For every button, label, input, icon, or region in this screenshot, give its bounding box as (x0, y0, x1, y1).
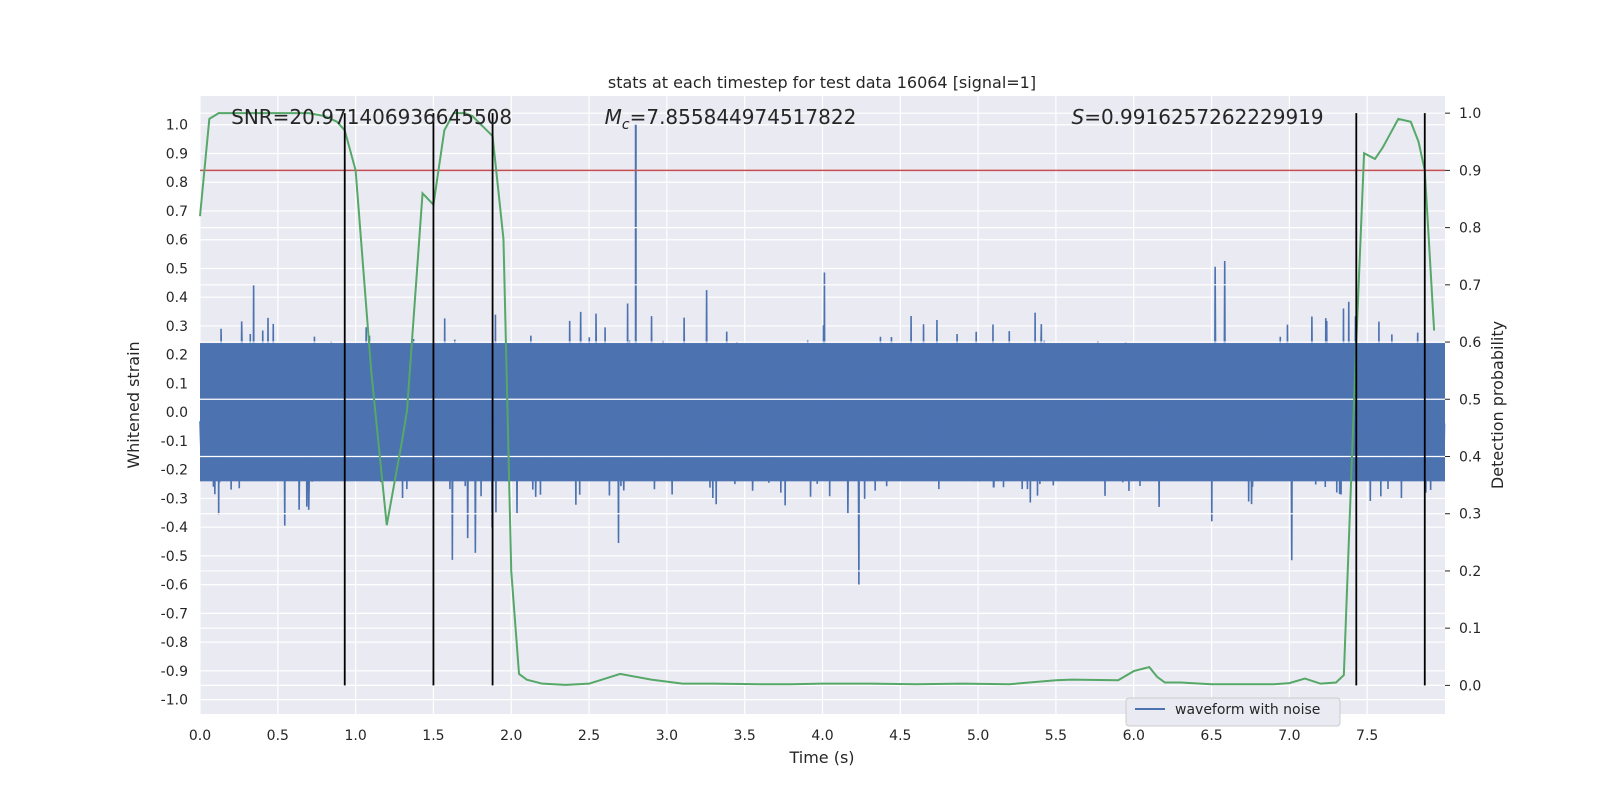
annotations: SNR=20.971406936645508 Mc=7.855844974517… (231, 105, 1324, 133)
x-tick-label: 5.0 (967, 728, 989, 744)
x-tick-label: 6.0 (1123, 728, 1145, 744)
y-tick-label-right: 0.2 (1459, 564, 1481, 580)
x-tick-label: 4.5 (889, 728, 911, 744)
annotation-score: S=0.9916257262229919 (1072, 105, 1324, 129)
y-tick-label-left: -0.1 (161, 434, 188, 450)
x-tick-label: 1.5 (422, 728, 444, 744)
y-tick-label-left: 0.9 (166, 146, 188, 162)
y-tick-label-left: 0.3 (166, 319, 188, 335)
y-tick-label-right: 0.0 (1459, 678, 1481, 694)
y-tick-label-right: 1.0 (1459, 106, 1481, 122)
y-tick-label-left: 0.6 (166, 233, 188, 249)
x-tick-label: 5.5 (1045, 728, 1067, 744)
y-tick-label-left: -0.5 (161, 549, 188, 565)
x-tick-label: 7.5 (1356, 728, 1378, 744)
x-axis-label: Time (s) (788, 748, 854, 767)
legend: waveform with noise (1125, 697, 1341, 727)
y-tick-label-right: 0.6 (1459, 335, 1481, 351)
y-tick-label-left: 0.4 (166, 290, 188, 306)
y-axis-label-right: Detection probability (1488, 321, 1507, 489)
y-tick-label-right: 0.3 (1459, 507, 1481, 523)
waveform-line (199, 261, 1446, 585)
x-tick-label: 3.0 (656, 728, 678, 744)
y-tick-label-left: 0.7 (166, 204, 188, 220)
y-tick-label-right: 0.7 (1459, 278, 1481, 294)
x-tick-label: 6.5 (1200, 728, 1222, 744)
y-tick-label-left: -0.7 (161, 606, 188, 622)
y-tick-label-right: 0.9 (1459, 163, 1481, 179)
y-tick-label-right: 0.1 (1459, 621, 1481, 637)
y-tick-label-right: 0.8 (1459, 221, 1481, 237)
y-tick-label-left: 0.5 (166, 261, 188, 277)
y-axis-label-left: Whitened strain (124, 341, 143, 468)
chart-title: stats at each timestep for test data 160… (608, 73, 1036, 92)
y-tick-label-left: -0.3 (161, 491, 188, 507)
annotation-chirp-mass-symbol: M (605, 105, 622, 129)
annotation-chirp-mass: Mc=7.855844974517822 (605, 105, 857, 133)
vertical-markers (343, 113, 1426, 686)
y-tick-label-left: -0.2 (161, 463, 188, 479)
detection-probability-line (199, 112, 1436, 686)
x-tick-label: 7.0 (1278, 728, 1300, 744)
x-tick-label: 1.0 (344, 728, 366, 744)
legend-box (1125, 697, 1341, 727)
x-tick-label: 0.5 (267, 728, 289, 744)
y-tick-label-left: 0.2 (166, 348, 188, 364)
annotation-snr: SNR=20.971406936645508 (231, 105, 512, 129)
y-tick-label-right: 0.4 (1459, 450, 1481, 466)
annotation-score-value: =0.9916257262229919 (1084, 105, 1323, 129)
y-tick-label-left: -0.8 (161, 635, 188, 651)
x-tick-label: 4.0 (811, 728, 833, 744)
legend-label-waveform-with-noise: waveform with noise (1175, 702, 1320, 718)
y-tick-label-left: -0.6 (161, 578, 188, 594)
y-tick-label-right: 0.5 (1459, 392, 1481, 408)
series-detection-probability (199, 112, 1436, 686)
x-tick-label: 2.5 (578, 728, 600, 744)
x-tick-label: 0.0 (189, 728, 211, 744)
x-tick-label: 2.0 (500, 728, 522, 744)
annotation-chirp-mass-value: =7.855844974517822 (630, 105, 857, 129)
y-tick-label-left: -0.9 (161, 664, 188, 680)
x-tick-label: 3.5 (734, 728, 756, 744)
y-tick-label-left: 1.0 (166, 118, 188, 134)
y-tick-label-left: 0.1 (166, 376, 188, 392)
y-tick-label-left: -0.4 (161, 520, 188, 536)
y-tick-label-left: 0.0 (166, 405, 188, 421)
annotation-chirp-mass-subscript: c (622, 117, 630, 133)
annotation-score-symbol: S (1072, 105, 1085, 129)
y-tick-label-left: -1.0 (161, 693, 188, 709)
y-tick-label-left: 0.8 (166, 175, 188, 191)
tick-labels: 0.0 0.5 1.0 1.5 2.0 2.5 3.0 3.5 4.0 4.5 5.0 5.5 6.0 6… (161, 106, 1482, 744)
